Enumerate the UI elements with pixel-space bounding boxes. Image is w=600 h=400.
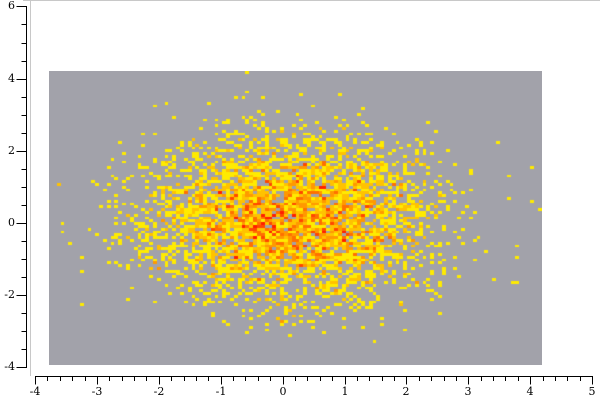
histogram-heatmap	[49, 71, 542, 365]
x-tick-label: -3	[91, 385, 103, 398]
x-tick-label: -2	[153, 385, 165, 398]
x-tick-label: -4	[29, 385, 41, 398]
x-tick-label: 3	[464, 385, 472, 398]
y-tick-label: 2	[8, 144, 15, 157]
x-tick-label: 1	[341, 385, 349, 398]
y-tick-label: 4	[8, 72, 15, 85]
x-tick-label: 0	[279, 385, 287, 398]
x-tick-label: 4	[526, 385, 534, 398]
x-tick-label: 5	[588, 385, 596, 398]
x-tick-label: -1	[215, 385, 227, 398]
x-tick-label: 2	[402, 385, 410, 398]
y-tick-label: 0	[8, 216, 15, 229]
y-tick-label: -4	[4, 360, 15, 373]
y-tick-label: -2	[4, 288, 15, 301]
y-tick-label: 6	[8, 0, 15, 12]
